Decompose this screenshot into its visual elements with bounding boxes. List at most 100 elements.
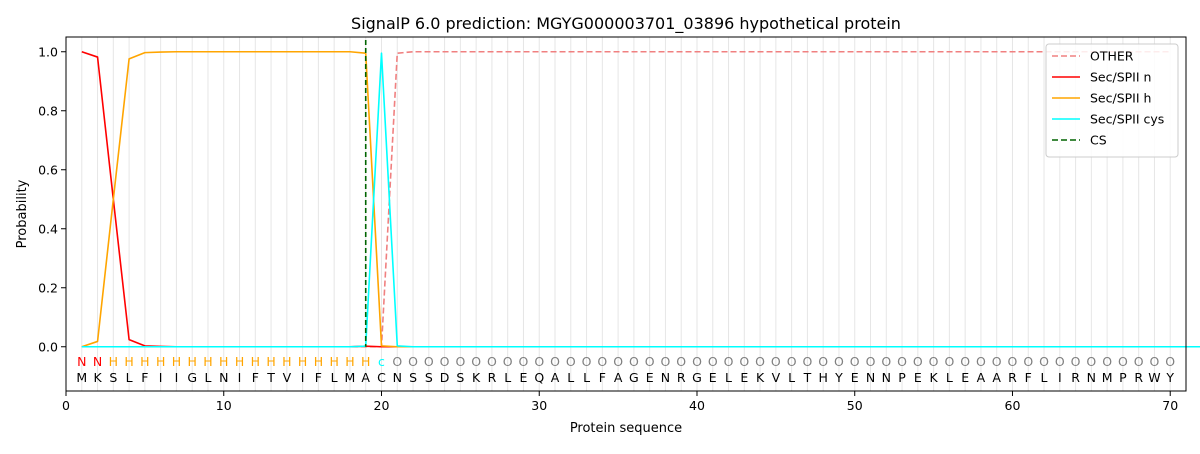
annotation-label: H xyxy=(345,354,354,369)
annotation-label: O xyxy=(692,354,702,369)
annotation-label: O xyxy=(645,354,655,369)
y-axis-label: Probability xyxy=(15,179,30,248)
y-axis: 0.0 0.2 0.4 0.6 0.8 1.0 xyxy=(38,44,66,354)
residue-label: E xyxy=(740,370,748,385)
residue-label: P xyxy=(1119,370,1127,385)
x-tick-label: 60 xyxy=(1005,398,1021,413)
annotation-label: O xyxy=(850,354,860,369)
residue-label: F xyxy=(1025,370,1032,385)
annotation-label: O xyxy=(613,354,623,369)
residue-label: Y xyxy=(1165,370,1174,385)
x-axis-label: Protein sequence xyxy=(570,421,682,436)
series-line-sec-spii-h xyxy=(81,50,1171,348)
residue-label: A xyxy=(614,370,623,385)
annotation-label: H xyxy=(298,354,307,369)
residue-label: L xyxy=(1041,370,1048,385)
residue-label: R xyxy=(488,370,497,385)
annotation-label: H xyxy=(124,354,133,369)
series-line-sec-spii-cys xyxy=(81,52,1200,348)
residue-label: L xyxy=(331,370,338,385)
residue-label: I xyxy=(238,370,242,385)
annotation-label: O xyxy=(392,354,402,369)
legend-label: Sec/SPII h xyxy=(1090,91,1151,106)
annotation-label: O xyxy=(566,354,576,369)
residue-label: A xyxy=(551,370,560,385)
plot-frame xyxy=(65,36,1187,392)
annotation-label: O xyxy=(944,354,954,369)
residue-label: S xyxy=(456,370,464,385)
sequence-labels: NMNKHSHLHFHIHIHGHLHNHIHFHTHVHIHFHLHMHAcC… xyxy=(76,354,1175,385)
residue-label: L xyxy=(946,370,953,385)
annotation-label: O xyxy=(597,354,607,369)
annotation-label: O xyxy=(1150,354,1160,369)
annotation-label: O xyxy=(550,354,560,369)
y-tick-label: 0.4 xyxy=(38,221,58,236)
annotation-label: H xyxy=(109,354,118,369)
annotation-label: O xyxy=(661,354,671,369)
residue-label: I xyxy=(1058,370,1062,385)
annotation-label: O xyxy=(676,354,686,369)
annotation-label: O xyxy=(913,354,923,369)
annotation-label: O xyxy=(881,354,891,369)
annotation-label: O xyxy=(976,354,986,369)
legend-label: OTHER xyxy=(1090,49,1134,64)
annotation-label: O xyxy=(1134,354,1144,369)
x-tick-label: 40 xyxy=(689,398,705,413)
residue-label: G xyxy=(187,370,197,385)
residue-label: I xyxy=(175,370,179,385)
annotation-label: O xyxy=(503,354,513,369)
residue-label: S xyxy=(409,370,417,385)
annotation-label: O xyxy=(802,354,812,369)
residue-label: F xyxy=(141,370,148,385)
legend-label: Sec/SPII n xyxy=(1090,70,1151,85)
residue-label: K xyxy=(472,370,481,385)
x-tick-label: 50 xyxy=(847,398,863,413)
residue-label: E xyxy=(709,370,717,385)
residue-label: P xyxy=(898,370,906,385)
x-tick-label: 70 xyxy=(1162,398,1178,413)
annotation-label: O xyxy=(471,354,481,369)
annotation-label: O xyxy=(992,354,1002,369)
residue-label: D xyxy=(440,370,450,385)
annotation-label: H xyxy=(282,354,291,369)
residue-label: E xyxy=(914,370,922,385)
annotation-label: O xyxy=(1086,354,1096,369)
y-tick-label: 0.8 xyxy=(38,103,58,118)
residue-label: E xyxy=(961,370,969,385)
residue-label: V xyxy=(283,370,292,385)
residue-label: M xyxy=(345,370,356,385)
residue-label: L xyxy=(725,370,732,385)
residue-label: Y xyxy=(834,370,843,385)
residue-label: F xyxy=(315,370,322,385)
residue-label: G xyxy=(629,370,639,385)
annotation-label: H xyxy=(329,354,338,369)
residue-label: M xyxy=(1102,370,1113,385)
chart-title: SignalP 6.0 prediction: MGYG000003701_03… xyxy=(351,14,901,34)
annotation-label: O xyxy=(787,354,797,369)
annotation-label: c xyxy=(378,354,385,369)
residue-label: V xyxy=(772,370,781,385)
x-axis: 0 10 20 30 40 50 60 70 xyxy=(62,391,1178,413)
residue-label: M xyxy=(76,370,87,385)
annotation-label: O xyxy=(534,354,544,369)
residue-label: N xyxy=(866,370,875,385)
annotation-label: O xyxy=(739,354,749,369)
residue-label: N xyxy=(661,370,670,385)
annotation-label: H xyxy=(140,354,149,369)
annotation-label: O xyxy=(424,354,434,369)
residue-label: E xyxy=(646,370,654,385)
residue-label: L xyxy=(788,370,795,385)
annotation-label: O xyxy=(1008,354,1018,369)
annotation-label: N xyxy=(93,354,102,369)
residue-label: K xyxy=(756,370,765,385)
annotation-label: O xyxy=(408,354,418,369)
annotation-label: O xyxy=(929,354,939,369)
residue-label: G xyxy=(692,370,702,385)
residue-label: L xyxy=(204,370,211,385)
residue-label: N xyxy=(1087,370,1096,385)
y-tick-label: 1.0 xyxy=(38,44,58,59)
y-tick-label: 0.6 xyxy=(38,162,58,177)
annotation-label: O xyxy=(755,354,765,369)
